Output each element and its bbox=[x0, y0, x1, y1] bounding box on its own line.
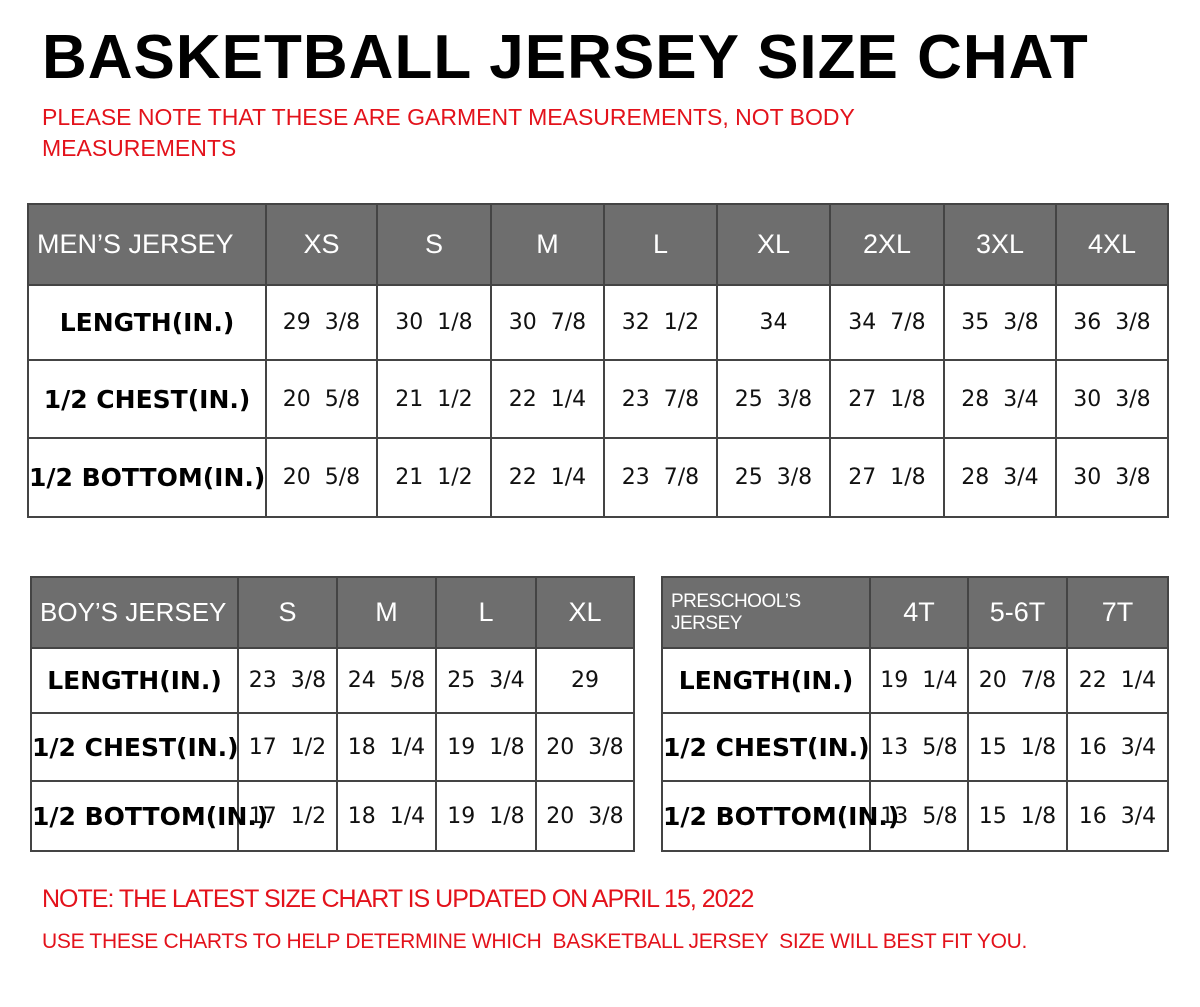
table-label: MEN’S JERSEY bbox=[27, 203, 267, 286]
measurement-value: 20 5/8 bbox=[265, 359, 378, 439]
header-row: PRESCHOOL’S JERSEY 4T 5-6T 7T bbox=[661, 576, 1169, 649]
measurement-value: 27 1/8 bbox=[829, 359, 945, 439]
measurement-value: 19 1/8 bbox=[435, 780, 537, 852]
measurement-label: 1/2 BOTTOM(IN.) bbox=[30, 780, 268, 852]
measurement-value: 15 1/8 bbox=[967, 712, 1068, 782]
measurement-value: 29 bbox=[535, 647, 635, 714]
measurement-value: 30 1/8 bbox=[376, 284, 492, 361]
table-row: 1/2 CHEST(IN.) 17 1/2 18 1/4 19 1/8 20 3/8 bbox=[30, 712, 635, 782]
size-header: 2XL bbox=[829, 203, 945, 286]
garment-note: PLEASE NOTE THAT THESE ARE GARMENT MEASU… bbox=[42, 104, 855, 161]
measurement-label: 1/2 CHEST(IN.) bbox=[27, 359, 267, 439]
measurement-value: 13 5/8 bbox=[869, 780, 969, 852]
table-row: 1/2 CHEST(IN.) 20 5/8 21 1/2 22 1/4 23 7/8 25… bbox=[27, 359, 1169, 439]
measurement-value: 20 3/8 bbox=[535, 712, 635, 782]
measurement-value: 16 3/4 bbox=[1066, 780, 1169, 852]
measurement-value: 30 3/8 bbox=[1055, 437, 1169, 518]
size-header: 4XL bbox=[1055, 203, 1169, 286]
size-header: 7T bbox=[1066, 576, 1169, 649]
measurement-value: 25 3/4 bbox=[435, 647, 537, 714]
size-header: XL bbox=[535, 576, 635, 649]
header-row: MEN’S JERSEY XS S M L XL 2XL 3XL 4XL bbox=[27, 203, 1169, 286]
boys-size-table: BOY’S JERSEY S M L XL LENGTH(IN.) 23 3/8 24 5/8… bbox=[30, 576, 635, 852]
measurement-value: 23 3/8 bbox=[237, 647, 338, 714]
measurement-value: 21 1/2 bbox=[376, 359, 492, 439]
measurement-value: 36 3/8 bbox=[1055, 284, 1169, 361]
size-header: XL bbox=[716, 203, 831, 286]
measurement-value: 13 5/8 bbox=[869, 712, 969, 782]
measurement-value: 20 3/8 bbox=[535, 780, 635, 852]
measurement-value: 32 1/2 bbox=[603, 284, 718, 361]
measurement-value: 30 7/8 bbox=[490, 284, 605, 361]
measurement-value: 29 3/8 bbox=[265, 284, 378, 361]
table-row: 1/2 CHEST(IN.) 13 5/8 15 1/8 16 3/4 bbox=[661, 712, 1169, 782]
fit-note: USE THESE CHARTS TO HELP DETERMINE WHICH… bbox=[42, 930, 1028, 953]
measurement-value: 15 1/8 bbox=[967, 780, 1068, 852]
measurement-value: 34 bbox=[716, 284, 831, 361]
measurement-value: 21 1/2 bbox=[376, 437, 492, 518]
measurement-value: 35 3/8 bbox=[943, 284, 1057, 361]
table-row: LENGTH(IN.) 23 3/8 24 5/8 25 3/4 29 bbox=[30, 647, 635, 714]
measurement-label: LENGTH(IN.) bbox=[27, 284, 267, 361]
measurement-value: 25 3/8 bbox=[716, 437, 831, 518]
update-note: NOTE: THE LATEST SIZE CHART IS UPDATED O… bbox=[42, 885, 754, 913]
measurement-value: 17 1/2 bbox=[237, 780, 338, 852]
size-header: S bbox=[237, 576, 338, 649]
measurement-label: 1/2 CHEST(IN.) bbox=[30, 712, 239, 782]
measurement-value: 20 7/8 bbox=[967, 647, 1068, 714]
measurement-value: 19 1/4 bbox=[869, 647, 969, 714]
size-header: 3XL bbox=[943, 203, 1057, 286]
preschool-size-table: PRESCHOOL’S JERSEY 4T 5-6T 7T LENGTH(IN.) 19 … bbox=[661, 576, 1169, 852]
measurement-label: LENGTH(IN.) bbox=[661, 647, 871, 714]
size-header: M bbox=[490, 203, 605, 286]
measurement-value: 19 1/8 bbox=[435, 712, 537, 782]
table-label: PRESCHOOL’S JERSEY bbox=[661, 576, 871, 649]
table-row: LENGTH(IN.) 29 3/8 30 1/8 30 7/8 32 1/2 34 34 … bbox=[27, 284, 1169, 361]
measurement-label: 1/2 BOTTOM(IN.) bbox=[661, 780, 899, 852]
size-header: 4T bbox=[869, 576, 969, 649]
mens-size-table: MEN’S JERSEY XS S M L XL 2XL 3XL 4XL LENGTH(IN.) 2… bbox=[27, 203, 1169, 518]
measurement-label: 1/2 CHEST(IN.) bbox=[661, 712, 871, 782]
measurement-value: 22 1/4 bbox=[490, 437, 605, 518]
table-label: BOY’S JERSEY bbox=[30, 576, 239, 649]
measurement-value: 25 3/8 bbox=[716, 359, 831, 439]
measurement-value: 22 1/4 bbox=[1066, 647, 1169, 714]
measurement-value: 16 3/4 bbox=[1066, 712, 1169, 782]
measurement-value: 18 1/4 bbox=[336, 712, 437, 782]
measurement-value: 28 3/4 bbox=[943, 359, 1057, 439]
measurement-value: 23 7/8 bbox=[603, 437, 718, 518]
measurement-value: 22 1/4 bbox=[490, 359, 605, 439]
measurement-value: 23 7/8 bbox=[603, 359, 718, 439]
measurement-value: 28 3/4 bbox=[943, 437, 1057, 518]
measurement-label: LENGTH(IN.) bbox=[30, 647, 239, 714]
measurement-value: 24 5/8 bbox=[336, 647, 437, 714]
measurement-value: 34 7/8 bbox=[829, 284, 945, 361]
measurement-value: 27 1/8 bbox=[829, 437, 945, 518]
page-title: BASKETBALL JERSEY SIZE CHAT bbox=[42, 23, 1089, 92]
size-header: 5-6T bbox=[967, 576, 1068, 649]
measurement-value: 18 1/4 bbox=[336, 780, 437, 852]
measurement-value: 17 1/2 bbox=[237, 712, 338, 782]
measurement-value: 20 5/8 bbox=[265, 437, 378, 518]
measurement-label: 1/2 BOTTOM(IN.) bbox=[27, 437, 267, 518]
size-header: L bbox=[435, 576, 537, 649]
size-header: L bbox=[603, 203, 718, 286]
header-row: BOY’S JERSEY S M L XL bbox=[30, 576, 635, 649]
table-row: 1/2 BOTTOM(IN.) 13 5/8 15 1/8 16 3/4 bbox=[661, 780, 1169, 852]
table-row: LENGTH(IN.) 19 1/4 20 7/8 22 1/4 bbox=[661, 647, 1169, 714]
size-header: S bbox=[376, 203, 492, 286]
size-header: M bbox=[336, 576, 437, 649]
table-row: 1/2 BOTTOM(IN.) 20 5/8 21 1/2 22 1/4 23 7/8 2… bbox=[27, 437, 1169, 518]
table-row: 1/2 BOTTOM(IN.) 17 1/2 18 1/4 19 1/8 20 3/8 bbox=[30, 780, 635, 852]
size-header: XS bbox=[265, 203, 378, 286]
measurement-value: 30 3/8 bbox=[1055, 359, 1169, 439]
